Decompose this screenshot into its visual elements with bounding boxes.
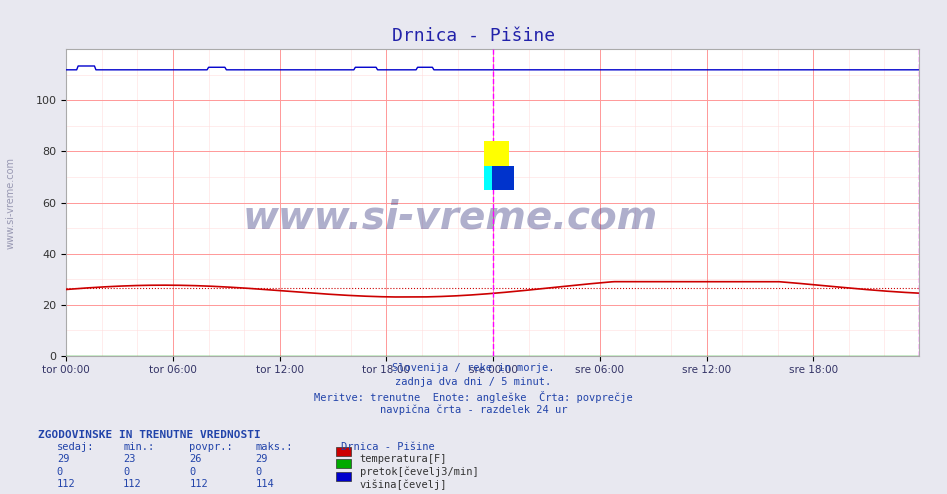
Text: temperatura[F]: temperatura[F] bbox=[360, 454, 447, 464]
Bar bbox=[336, 447, 351, 456]
Bar bbox=[484, 166, 501, 190]
Text: pretok[čevelj3/min]: pretok[čevelj3/min] bbox=[360, 467, 478, 477]
Text: sedaj:: sedaj: bbox=[57, 442, 95, 452]
Text: 114: 114 bbox=[256, 479, 275, 489]
Text: 0: 0 bbox=[189, 467, 196, 477]
Text: navpična črta - razdelek 24 ur: navpična črta - razdelek 24 ur bbox=[380, 405, 567, 415]
Text: www.si-vreme.com: www.si-vreme.com bbox=[242, 199, 657, 237]
Bar bbox=[336, 472, 351, 481]
Text: ZGODOVINSKE IN TRENUTNE VREDNOSTI: ZGODOVINSKE IN TRENUTNE VREDNOSTI bbox=[38, 430, 260, 440]
Text: 112: 112 bbox=[123, 479, 142, 489]
Text: www.si-vreme.com: www.si-vreme.com bbox=[6, 157, 16, 248]
Text: Drnica - Pišine: Drnica - Pišine bbox=[392, 27, 555, 45]
Text: 0: 0 bbox=[123, 467, 130, 477]
Text: Drnica - Pišine: Drnica - Pišine bbox=[341, 442, 435, 452]
Text: 26: 26 bbox=[189, 454, 202, 464]
Text: 0: 0 bbox=[57, 467, 63, 477]
Text: 0: 0 bbox=[256, 467, 262, 477]
Text: zadnja dva dni / 5 minut.: zadnja dva dni / 5 minut. bbox=[396, 377, 551, 387]
Text: 112: 112 bbox=[57, 479, 76, 489]
Text: min.:: min.: bbox=[123, 442, 154, 452]
Bar bbox=[336, 459, 351, 468]
Text: višina[čevelj]: višina[čevelj] bbox=[360, 479, 447, 490]
Text: 112: 112 bbox=[189, 479, 208, 489]
Bar bbox=[484, 141, 509, 166]
Text: Slovenija / reke in morje.: Slovenija / reke in morje. bbox=[392, 363, 555, 373]
Text: 29: 29 bbox=[57, 454, 69, 464]
Text: 29: 29 bbox=[256, 454, 268, 464]
Text: maks.:: maks.: bbox=[256, 442, 294, 452]
Text: povpr.:: povpr.: bbox=[189, 442, 233, 452]
Text: 23: 23 bbox=[123, 454, 135, 464]
Text: Meritve: trenutne  Enote: angleške  Črta: povprečje: Meritve: trenutne Enote: angleške Črta: … bbox=[314, 391, 633, 403]
Bar bbox=[492, 166, 513, 190]
